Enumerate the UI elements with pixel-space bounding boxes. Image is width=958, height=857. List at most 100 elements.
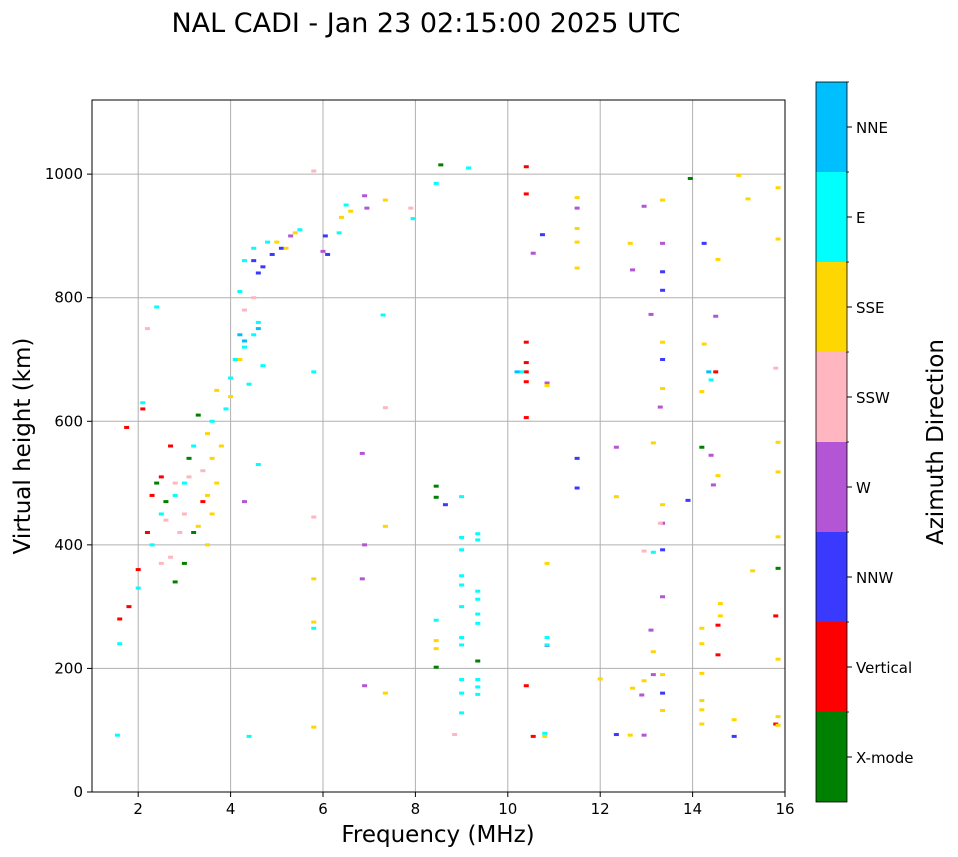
data-point [574,266,580,270]
data-point [135,568,141,572]
data-point [627,733,633,737]
data-point [660,288,666,292]
data-point [214,481,220,485]
data-point [530,734,536,738]
data-point [475,597,481,601]
data-point [574,206,580,210]
data-point [181,561,187,565]
data-point [124,425,130,429]
data-point [750,569,756,573]
data-point [338,215,344,219]
data-point [255,271,261,275]
data-point [630,268,636,272]
data-point [523,361,529,365]
data-point [149,493,155,497]
colorbar-label-x-mode: X-mode [856,749,913,767]
data-point [660,503,666,507]
series-nnw [251,233,737,738]
data-point [237,290,243,294]
y-tick-label: 0 [73,783,83,801]
data-point [717,614,723,618]
data-point [660,198,666,202]
data-point [140,401,146,405]
data-point [311,169,317,173]
colorbar-swatch [816,262,847,352]
data-point [311,370,317,374]
data-point [181,512,187,516]
data-point [359,451,365,455]
colorbar-swatch [816,172,847,262]
data-point [627,241,633,245]
data-point [514,370,520,374]
data-point [433,647,439,651]
data-point [660,358,666,361]
data-point [459,583,465,587]
data-point [251,296,257,300]
chart-title: NAL CADI - Jan 23 02:15:00 2025 UTC [171,8,680,39]
y-tick-label: 600 [54,412,83,430]
data-point [544,561,550,565]
data-point [475,692,481,696]
y-tick-label: 800 [54,289,83,307]
data-point [168,555,174,559]
x-tick-label: 16 [775,800,794,818]
data-point [775,440,781,444]
colorbar-label: Azimuth Direction [923,339,949,545]
data-point [708,453,714,457]
data-point [117,617,123,621]
data-point [311,725,317,729]
colorbar: X-mode Vertical NNW W SSW SSE E NNE [815,81,913,803]
data-point [241,500,247,504]
data-point [523,684,529,688]
data-point [269,252,275,256]
data-point [660,708,666,712]
data-point [650,441,656,445]
colorbar-label-e: E [856,209,865,227]
data-point [574,240,580,244]
data-point [135,586,141,590]
data-point [475,538,481,542]
data-point [320,249,326,253]
data-point [542,731,548,735]
colorbar-label-nne: NNE [856,119,888,137]
data-point [717,602,723,606]
data-point [218,444,224,448]
x-tick-label: 6 [318,800,328,818]
data-point [523,165,529,169]
data-point [278,246,284,250]
data-point [265,240,271,244]
data-point [539,233,545,237]
data-point [523,370,529,374]
data-point [731,718,737,722]
data-point [168,444,174,448]
x-tick-label: 12 [591,800,610,818]
data-point [191,444,197,448]
data-point [648,628,654,632]
data-point [364,206,370,210]
data-point [544,636,550,640]
data-point [459,495,465,499]
x-tick-label: 8 [411,800,421,818]
data-point [260,364,266,368]
data-point [433,665,439,669]
data-point [544,381,550,385]
x-tick-label: 10 [498,800,517,818]
data-point [311,626,317,630]
data-point [459,535,465,539]
data-point [613,445,619,449]
data-point [205,493,210,497]
data-point [775,535,781,539]
data-point [699,708,705,712]
data-point [459,574,465,578]
data-point [241,339,247,343]
data-point [715,623,721,627]
data-point [475,678,481,682]
data-point [701,342,707,346]
colorbar-label-w: W [856,479,871,497]
data-point [775,657,781,661]
data-point [459,691,465,695]
data-point [641,549,647,553]
data-point [699,671,705,675]
data-point [657,405,663,409]
data-point [246,382,252,386]
